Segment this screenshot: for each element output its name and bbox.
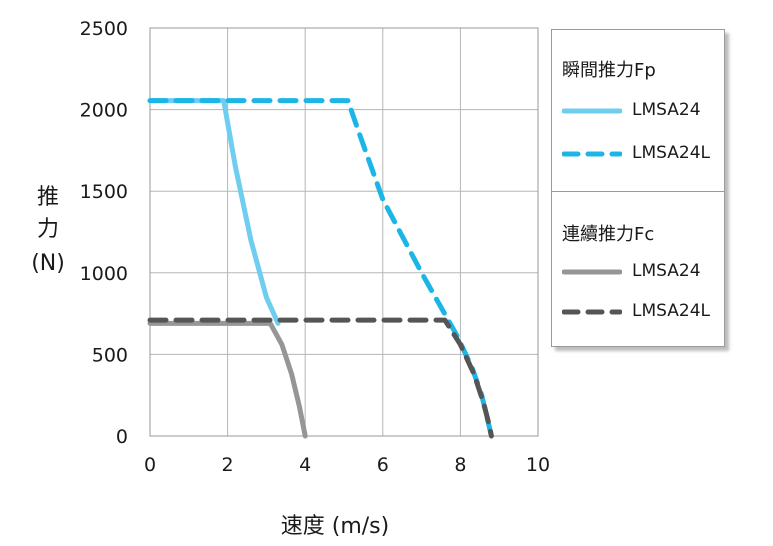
x-tick-label: 4	[299, 454, 311, 476]
y-tick-label: 0	[116, 426, 128, 448]
legend-item-fp-lmsa24l: LMSA24L	[562, 143, 722, 167]
x-tick-label: 0	[144, 454, 156, 476]
legend-group-title-fp: 瞬間推力Fp	[562, 60, 656, 81]
legend-swatch	[562, 269, 622, 275]
y-tick-label: 1500	[80, 181, 128, 203]
grid	[149, 27, 539, 437]
series-line-lmsa24l-fc	[147, 317, 494, 439]
y-tick-label: 2000	[80, 100, 128, 122]
y-tick-label: 500	[92, 344, 128, 366]
tick-labels: 0 2 4 6 8 10 0 500 1000 1500 2000 2500	[80, 18, 550, 476]
y-axis-label: 推 力 (N)	[31, 185, 65, 276]
y-tick-label: 2500	[80, 18, 128, 40]
legend-label: LMSA24L	[632, 301, 710, 321]
y-axis-label-unit: (N)	[31, 251, 65, 276]
legend-label: LMSA24	[632, 100, 701, 120]
plot-frame	[149, 27, 539, 437]
legend-item-fp-lmsa24: LMSA24	[562, 100, 722, 124]
x-tick-label: 10	[526, 454, 550, 476]
y-axis-label-char-2: 力	[37, 217, 59, 242]
series-line-lmsa24-fp	[147, 98, 281, 326]
x-tick-label: 6	[377, 454, 389, 476]
legend-item-fc-lmsa24: LMSA24	[562, 261, 722, 285]
x-axis-label: 速度 (m/s)	[281, 514, 389, 539]
y-tick-label: 1000	[80, 263, 128, 285]
series-line-lmsa24-fc	[147, 320, 308, 439]
legend-label: LMSA24	[632, 261, 701, 281]
legend-swatch	[562, 108, 622, 114]
legend-item-fc-lmsa24l: LMSA24L	[562, 301, 722, 325]
legend-swatch	[562, 309, 622, 315]
series-line-lmsa24l-fp	[147, 98, 494, 439]
y-axis-label-char-1: 推	[37, 185, 59, 210]
legend-label: LMSA24L	[632, 143, 710, 163]
legend-group-title-fc: 連續推力Fc	[562, 224, 655, 245]
series-lines	[147, 98, 494, 439]
legend-swatch	[562, 151, 622, 157]
x-tick-label: 2	[222, 454, 234, 476]
legend-divider	[552, 191, 724, 192]
legend: 瞬間推力Fp LMSA24 LMSA24L 連續推力Fc LMSA24 LMSA…	[551, 29, 725, 347]
x-tick-label: 8	[454, 454, 466, 476]
